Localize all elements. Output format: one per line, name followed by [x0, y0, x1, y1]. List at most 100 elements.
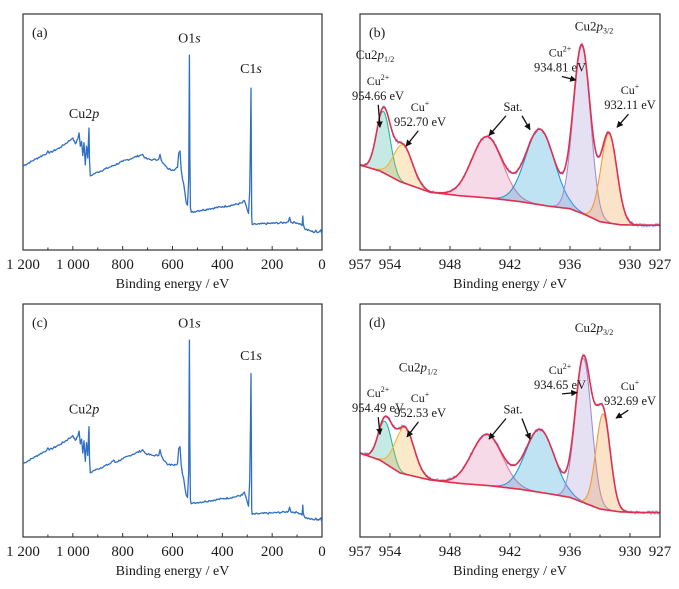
peak-ion-label: Cu+ [621, 82, 640, 97]
ion-charge: + [425, 99, 430, 108]
satellite-arrow [488, 115, 507, 137]
x-tick-label: 954 [379, 257, 402, 273]
component-fill [360, 144, 660, 226]
peak-label-italic: s [195, 316, 201, 331]
x-tick-label: 930 [619, 257, 642, 273]
x-tick-label: 957 [349, 257, 372, 273]
ion-charge: 2+ [381, 73, 390, 82]
x-tick-label: 1 200 [6, 257, 40, 273]
orbital-main: Cu2 [575, 320, 597, 335]
peak-label-italic: p [91, 403, 99, 418]
x-tick-label: 1 200 [6, 544, 40, 560]
ion-charge: 2+ [563, 44, 572, 53]
envelope-line [359, 43, 660, 226]
x-tick-label: 600 [161, 544, 184, 560]
x-tick-label: 0 [318, 544, 326, 560]
peak-label-main: Cu2 [69, 107, 92, 122]
peak-energy-label: 954.49 eV [352, 401, 404, 415]
orbital-italic: p [595, 320, 603, 335]
peak-label: O1s [178, 31, 201, 46]
peak-label-main: C1 [240, 62, 256, 77]
x-tick-label: 800 [111, 544, 134, 560]
background-line [359, 452, 660, 514]
peak-arrow [561, 389, 578, 397]
peak-label: O1s [178, 316, 201, 331]
peak-energy-label: 932.69 eV [604, 394, 656, 408]
x-tick-label: 948 [439, 544, 462, 560]
x-tick-label: 936 [559, 257, 582, 273]
peak-energy-label: 934.81 eV [534, 60, 586, 74]
x-tick-label: 600 [161, 257, 184, 273]
x-axis-label: Binding energy / eV [116, 277, 230, 292]
satellite-label: Sat. [503, 100, 522, 114]
x-tick-label: 800 [111, 257, 134, 273]
panel-b-cu2p-spectrum: 957 954 948 942 936 930 927 Binding energy / eV… [349, 13, 672, 292]
panel-label: (d) [369, 316, 386, 331]
ion-charge: + [425, 390, 430, 399]
ion-charge: 2+ [563, 362, 572, 371]
peak-label-italic: s [195, 31, 201, 46]
peak-energy-label: 952.53 eV [394, 406, 446, 420]
peak-arrow [561, 75, 577, 82]
peak-ion-label: Cu+ [621, 378, 640, 393]
orbital-italic: p [595, 19, 603, 34]
x-tick-label: 0 [318, 257, 326, 273]
component-fill [360, 133, 660, 226]
peak-label: C1s [240, 349, 262, 364]
peak-energy-label: 952.70 eV [394, 115, 446, 129]
ion-symbol: Cu [367, 386, 381, 400]
orbital-subscript: 3/2 [603, 328, 613, 337]
satellite-label: Sat. [503, 403, 522, 417]
x-axis-label: Binding energy / eV [453, 564, 567, 579]
ion-symbol: Cu [549, 45, 563, 59]
x-tick-label: 942 [499, 544, 522, 560]
peak-label-italic: s [256, 349, 262, 364]
x-tick-label: 1 000 [56, 257, 90, 273]
x-axis-label: Binding energy / eV [453, 277, 567, 292]
ion-symbol: Cu [621, 83, 635, 97]
component-fill [360, 358, 660, 513]
x-tick-label: 400 [211, 257, 234, 273]
ion-symbol: Cu [411, 391, 425, 405]
peak-arrow [406, 421, 419, 438]
ion-symbol: Cu [621, 379, 635, 393]
plot-frame [22, 303, 323, 538]
peak-ion-label: Cu2+ [549, 362, 572, 377]
x-axis-label: Binding energy / eV [116, 564, 230, 579]
panel-label: (c) [32, 316, 48, 331]
ion-symbol: Cu [549, 363, 563, 377]
peak-energy-label: 932.11 eV [604, 98, 656, 112]
component-fill [360, 45, 660, 226]
orbital-subscript: 3/2 [603, 27, 613, 36]
component-fill [360, 413, 660, 513]
peak-ion-label: Cu+ [411, 390, 430, 405]
orbital-main: Cu2 [575, 19, 597, 34]
orbital-group-label: Cu2p1/2 [399, 360, 437, 377]
peak-label-italic: s [256, 62, 262, 77]
peak-label-main: O1 [178, 316, 195, 331]
x-tick-label: 957 [349, 544, 372, 560]
ion-charge: + [635, 378, 640, 387]
peak-ion-label: Cu2+ [549, 44, 572, 59]
orbital-main: Cu2 [399, 360, 421, 375]
peak-energy-label: 954.66 eV [352, 89, 404, 103]
x-tick-label: 200 [261, 544, 284, 560]
orbital-subscript: 1/2 [384, 55, 394, 64]
peak-arrow [615, 409, 629, 419]
panel-d-cu2p-spectrum: 957 954 948 942 936 930 927 Binding energy / eV… [349, 303, 672, 579]
orbital-group-label: Cu2p3/2 [575, 19, 613, 36]
survey-spectrum-line [22, 339, 323, 523]
ion-symbol: Cu [411, 100, 425, 114]
peak-label-main: O1 [178, 31, 195, 46]
peak-label: Cu2p [69, 107, 99, 122]
peak-arrow [376, 104, 383, 128]
orbital-italic: p [419, 360, 427, 375]
x-tick-label: 200 [261, 257, 284, 273]
peak-arrow [616, 113, 629, 128]
peak-ion-label: Cu2+ [367, 385, 390, 400]
ion-charge: 2+ [381, 385, 390, 394]
component-fill [360, 434, 660, 513]
orbital-group-label: Cu2p3/2 [575, 320, 613, 337]
peak-label-main: C1 [240, 349, 256, 364]
satellite-arrow [521, 115, 531, 131]
